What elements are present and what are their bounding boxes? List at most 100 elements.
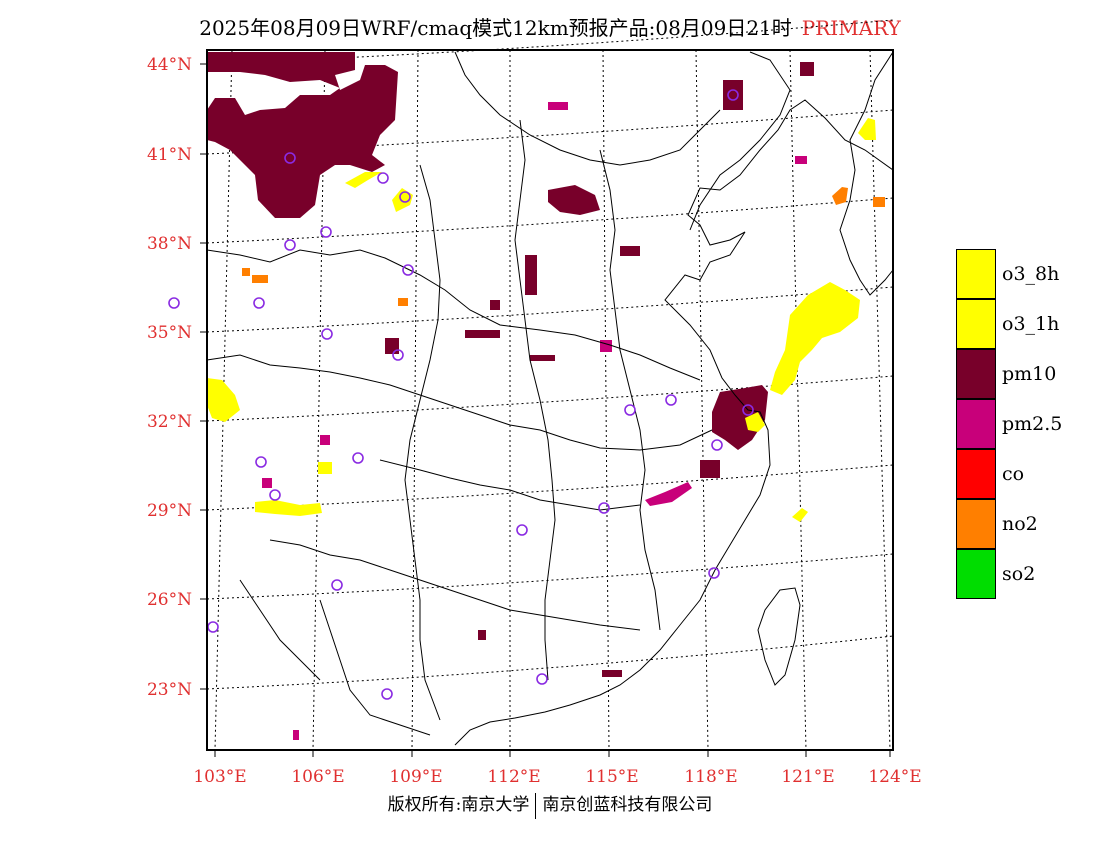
pm10-patch — [620, 246, 640, 256]
station-marker — [708, 567, 720, 579]
province-border — [379, 459, 641, 511]
o3-area-west — [207, 378, 240, 422]
legend-swatch — [956, 449, 996, 499]
pm10-area-beijing — [548, 185, 600, 215]
station-marker — [392, 349, 404, 361]
pm25-patch — [548, 102, 568, 110]
station-marker — [320, 226, 332, 238]
lat-label: 35°N — [147, 323, 192, 343]
station-marker — [381, 688, 393, 700]
pm25-areas — [262, 102, 807, 740]
latitude-labels: 44°N 41°N 38°N 35°N 32°N 29°N 26°N 23°N — [147, 55, 192, 700]
legend-label: no2 — [1002, 513, 1038, 535]
station-marker — [284, 239, 296, 251]
station-marker — [168, 297, 180, 309]
o3-area-shanghai — [745, 412, 765, 432]
province-border — [599, 149, 661, 631]
legend-label: co — [1002, 463, 1025, 485]
pm10-patch — [478, 630, 486, 640]
lon-label: 115°E — [585, 767, 638, 787]
pm25-patch — [293, 730, 299, 740]
gridline-lon-121 — [789, 49, 807, 751]
footer-divider — [535, 792, 537, 819]
no2-patch — [398, 298, 408, 306]
pm10-area-yangtze — [712, 385, 768, 450]
lon-label: 109°E — [389, 767, 442, 787]
lat-label: 44°N — [147, 55, 192, 75]
legend-label: o3_8h — [1002, 263, 1060, 285]
province-border — [206, 354, 713, 451]
province-border — [319, 599, 431, 736]
no2-patch — [873, 197, 885, 207]
lat-label: 26°N — [147, 590, 192, 610]
province-border — [269, 539, 641, 631]
lon-label: 103°E — [193, 767, 246, 787]
station-marker — [331, 579, 343, 591]
pm10-patch — [525, 255, 537, 295]
o3-area-taiwan-strait — [792, 508, 808, 522]
lon-label: 124°E — [868, 767, 921, 787]
pm10-areas — [207, 52, 814, 677]
station-marker — [624, 404, 636, 416]
province-border — [689, 51, 791, 231]
province-border — [514, 119, 556, 681]
lat-label: 23°N — [147, 680, 192, 700]
station-marker — [352, 452, 364, 464]
no2-patch — [252, 275, 268, 283]
lon-label: 112°E — [487, 767, 540, 787]
longitude-labels: 103°E 106°E 109°E 112°E 115°E 118°E 121°… — [193, 767, 921, 787]
boundary-lines — [206, 51, 894, 746]
lon-label: 118°E — [684, 767, 737, 787]
map-title: 2025年08月09日WRF/cmaq模式12km预报产品:08月09日21时 P… — [0, 12, 1100, 41]
taiwan-outline — [757, 587, 801, 686]
pm10-area-northwest — [207, 52, 398, 218]
gridline-lon-115 — [602, 49, 610, 751]
latitude-gridlines — [206, 19, 894, 690]
station-marker — [377, 172, 389, 184]
station-marker — [711, 439, 723, 451]
lon-label: 121°E — [781, 767, 834, 787]
pm25-area-poyang — [645, 482, 692, 506]
station-marker — [727, 89, 739, 101]
province-border — [454, 51, 721, 166]
gridline-lat-23 — [206, 635, 894, 690]
province-border — [206, 249, 701, 381]
pm25-patch — [795, 156, 807, 164]
gridline-lon-124 — [869, 49, 891, 751]
station-marker — [536, 673, 548, 685]
pm10-patch — [723, 80, 743, 110]
legend-swatch — [956, 549, 996, 599]
legend-label: so2 — [1002, 563, 1036, 585]
copyright-left: 版权所有:南京大学 — [387, 795, 530, 815]
pm25-patch — [320, 435, 330, 445]
station-marker — [207, 621, 219, 633]
no2-area-bohai — [832, 187, 848, 205]
station-marker — [269, 489, 281, 501]
coastline — [454, 99, 894, 746]
station-marker — [255, 456, 267, 468]
ozone-areas — [207, 118, 876, 522]
station-marker — [742, 404, 754, 416]
monitoring-stations — [168, 89, 754, 700]
legend-label: o3_1h — [1002, 313, 1060, 335]
map-frame — [206, 49, 894, 751]
gridline-lon-109 — [411, 49, 419, 751]
pm25-patch — [262, 478, 272, 488]
legend-swatch — [956, 249, 996, 299]
station-marker — [665, 394, 677, 406]
pm10-patch — [800, 62, 814, 76]
gridline-lat-29 — [206, 464, 894, 511]
pm10-patch — [602, 670, 622, 677]
no2-areas — [242, 187, 885, 306]
pm10-patch — [530, 355, 555, 361]
station-marker — [399, 191, 411, 203]
station-marker — [253, 297, 265, 309]
legend-swatch — [956, 499, 996, 549]
legend-label: pm2.5 — [1002, 413, 1063, 435]
copyright-footer: 版权所有:南京大学 南京创蓝科技有限公司 — [0, 790, 1100, 819]
copyright-right: 南京创蓝科技有限公司 — [542, 795, 713, 815]
province-border — [239, 579, 321, 681]
o3-area-inner-mongolia — [345, 172, 382, 188]
station-marker — [402, 264, 414, 276]
